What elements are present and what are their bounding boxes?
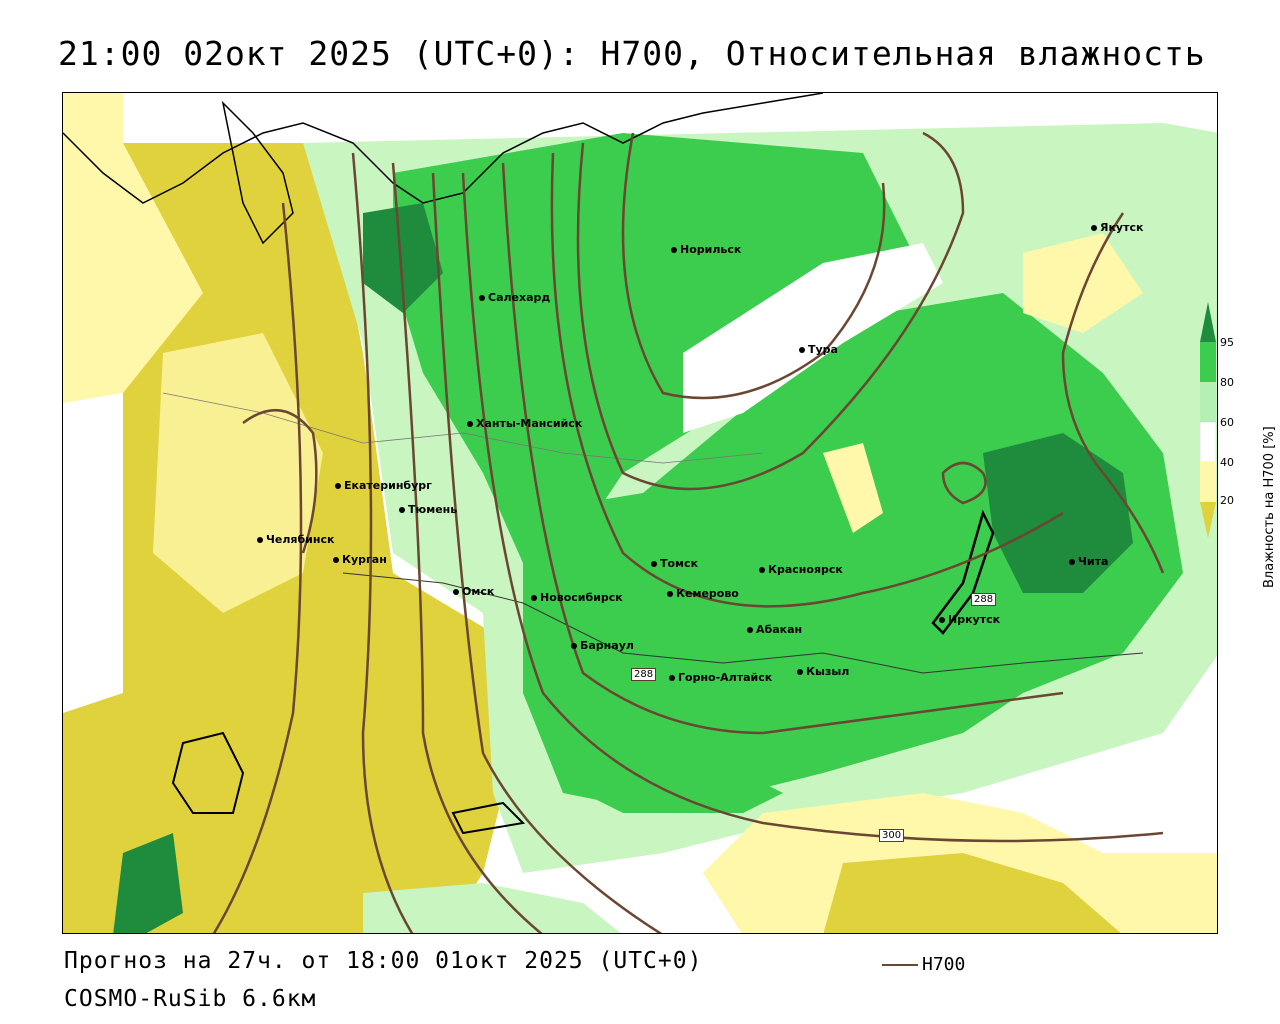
city-marker: Иркутск — [939, 613, 1000, 626]
moist-north — [393, 133, 923, 563]
city-label: Новосибирск — [540, 591, 623, 604]
dry-light-northwest — [63, 93, 203, 403]
city-label: Тюмень — [408, 503, 458, 516]
very-moist-southwest — [113, 833, 183, 933]
city-marker: Томск — [651, 557, 698, 570]
city-label: Курган — [342, 553, 387, 566]
city-marker: Кемерово — [667, 587, 739, 600]
city-marker: Тура — [799, 343, 838, 356]
sea-outline — [171, 731, 245, 814]
h700-closed-contour — [941, 461, 987, 505]
city-marker: Норильск — [671, 243, 741, 256]
very-moist-baikal — [983, 433, 1133, 593]
colorbar-tick: 20 — [1220, 494, 1234, 507]
moist-center — [523, 293, 1183, 813]
contour-legend: H700 — [882, 954, 965, 975]
city-label: Норильск — [680, 243, 742, 256]
city-marker: Курган — [333, 553, 387, 566]
city-label: Абакан — [756, 623, 803, 636]
city-marker: Челябинск — [257, 533, 334, 546]
city-marker: Красноярск — [759, 563, 843, 576]
colorbar-tick: 60 — [1220, 416, 1234, 429]
colorbar — [1200, 302, 1216, 538]
city-label: Ханты-Мансийск — [476, 417, 583, 430]
dry-south — [823, 853, 1121, 933]
lake-balkhash — [451, 801, 526, 835]
lake-baikal — [931, 509, 995, 635]
city-label: Тура — [808, 343, 838, 356]
city-marker: Абакан — [747, 623, 802, 636]
moist-south — [563, 733, 783, 813]
city-label: Кызыл — [806, 665, 850, 678]
very-moist-urals — [363, 203, 443, 313]
city-label: Салехард — [488, 291, 551, 304]
forecast-info: Прогноз на 27ч. от 18:00 01окт 2025 (UTC… — [64, 948, 703, 974]
coastline — [63, 93, 824, 204]
colorbar-tick: 40 — [1220, 456, 1234, 469]
dry-patch-northeast — [1023, 233, 1143, 333]
city-label: Якутск — [1100, 221, 1144, 234]
dry-light-patch — [153, 333, 323, 613]
city-marker: Чита — [1069, 555, 1108, 568]
city-label: Иркутск — [948, 613, 1001, 626]
kola-peninsula — [221, 100, 294, 245]
forecast-map: 288 288 300 Норильск Якутск Салехард Тур… — [62, 92, 1218, 934]
moist-light-south — [363, 883, 621, 933]
city-label: Горно-Алтайск — [678, 671, 773, 684]
city-marker: Тюмень — [399, 503, 457, 516]
city-marker: Барнаул — [571, 639, 634, 652]
dry-band-north — [683, 243, 943, 433]
colorbar-tick: 80 — [1220, 376, 1234, 389]
city-marker: Якутск — [1091, 221, 1143, 234]
city-label: Челябинск — [266, 533, 335, 546]
colorbar-title: Влажность на H700 [%] — [1262, 426, 1277, 588]
map-title: 21:00 02окт 2025 (UTC+0): H700, Относите… — [58, 34, 1206, 73]
city-marker: Новосибирск — [531, 591, 623, 604]
colorbar-tick: 95 — [1220, 336, 1234, 349]
city-label: Барнаул — [580, 639, 634, 652]
model-name: COSMO-RuSib 6.6км — [64, 986, 317, 1012]
contour-label: 288 — [971, 593, 997, 606]
city-label: Томск — [660, 557, 699, 570]
contour-label: 288 — [631, 668, 657, 681]
h700-contours — [212, 131, 1165, 933]
state-border — [342, 572, 1144, 674]
city-marker: Кызыл — [797, 665, 849, 678]
city-marker: Омск — [453, 585, 494, 598]
city-label: Чита — [1078, 555, 1109, 568]
legend-line-swatch — [882, 964, 918, 966]
city-label: Омск — [462, 585, 495, 598]
city-marker: Горно-Алтайск — [669, 671, 772, 684]
dry-patch-center — [823, 443, 883, 533]
legend-label: H700 — [922, 954, 966, 975]
city-label: Красноярск — [768, 563, 843, 576]
city-marker: Ханты-Мансийск — [467, 417, 582, 430]
city-marker: Екатеринбург — [335, 479, 432, 492]
city-label: Екатеринбург — [344, 479, 432, 492]
city-marker: Салехард — [479, 291, 550, 304]
humidity-field — [63, 93, 1217, 933]
contour-label: 300 — [879, 829, 905, 842]
city-label: Кемерово — [676, 587, 739, 600]
